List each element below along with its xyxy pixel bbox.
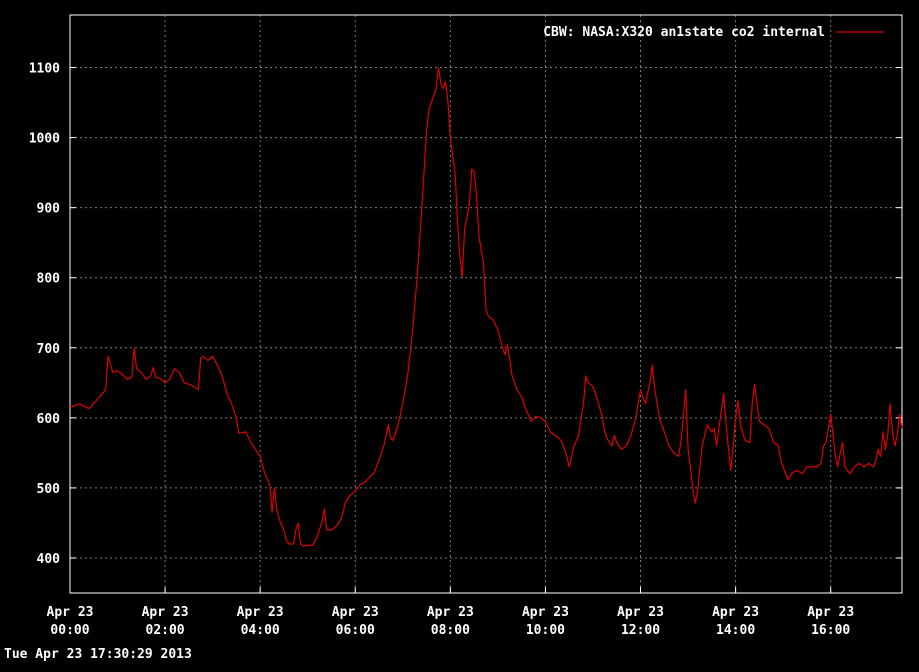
x-tick-label-date: Apr 23	[332, 605, 379, 620]
x-tick-label-time: 12:00	[621, 623, 660, 638]
y-tick-label: 800	[37, 272, 61, 287]
generated-timestamp: Tue Apr 23 17:30:29 2013	[4, 647, 192, 662]
plot-frame	[69, 14, 903, 594]
x-tick-label-time: 00:00	[50, 623, 89, 638]
x-tick-label-date: Apr 23	[617, 605, 664, 620]
y-tick-label: 600	[37, 412, 61, 427]
x-tick-label-time: 14:00	[716, 623, 755, 638]
y-tick-label: 1000	[29, 132, 60, 147]
x-tick-label-time: 04:00	[241, 623, 280, 638]
x-axis-ticks: Apr 23 00:00 Apr 23 02:00 Apr 23 04:00 Apr 23 0…	[47, 587, 854, 638]
y-tick-label: 400	[37, 552, 61, 567]
series-group	[69, 66, 903, 547]
series-line-co2-internal	[69, 66, 903, 547]
x-tick-label-date: Apr 23	[427, 605, 474, 620]
x-tick-label-date: Apr 23	[712, 605, 759, 620]
x-tick-label-time: 16:00	[811, 623, 850, 638]
x-tick-label-date: Apr 23	[47, 605, 94, 620]
y-tick-label: 700	[37, 342, 61, 357]
x-tick-label-date: Apr 23	[237, 605, 284, 620]
x-tick-label-date: Apr 23	[522, 605, 569, 620]
x-tick-label-time: 10:00	[526, 623, 565, 638]
x-tick-label-time: 06:00	[336, 623, 375, 638]
x-tick-label-date: Apr 23	[142, 605, 189, 620]
legend: CBW: NASA:X320 an1state co2 internal	[543, 25, 884, 40]
y-axis-ticks: 400 500 600 700 800 900 1000 1100	[29, 62, 902, 567]
y-tick-label: 500	[37, 482, 61, 497]
x-tick-label-date: Apr 23	[807, 605, 854, 620]
grid-lines	[70, 15, 902, 593]
y-tick-label: 1100	[29, 62, 60, 77]
legend-label: CBW: NASA:X320 an1state co2 internal	[543, 25, 825, 40]
y-tick-label: 900	[37, 202, 61, 217]
x-tick-label-time: 02:00	[146, 623, 185, 638]
x-tick-label-time: 08:00	[431, 623, 470, 638]
